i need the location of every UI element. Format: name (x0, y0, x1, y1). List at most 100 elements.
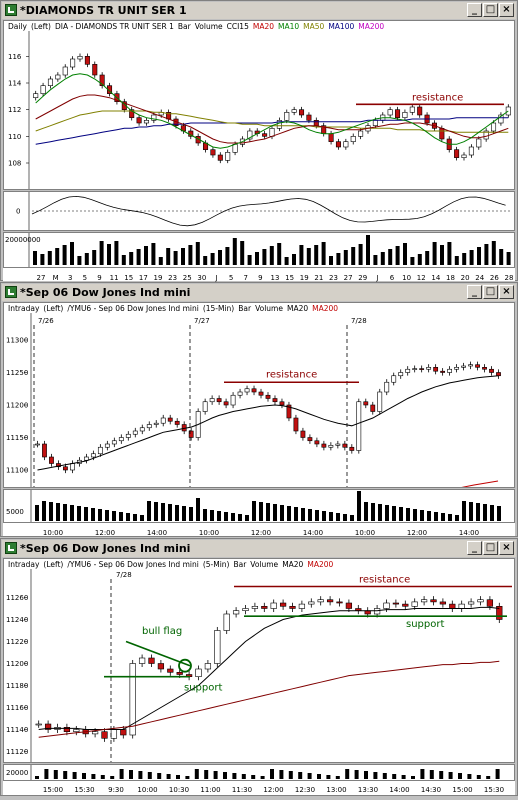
window-diamonds[interactable]: *DIAMONDS TR UNIT SER 1 _ □ × Daily (Left… (0, 0, 518, 282)
window-titlebar[interactable]: *DIAMONDS TR UNIT SER 1 _ □ × (2, 2, 516, 19)
header-cci: CCI15 (226, 22, 249, 31)
price-candle (232, 610, 240, 615)
volume-bar (166, 248, 171, 265)
window-titlebar[interactable]: *Sep 06 Dow Jones Ind mini _ □ × (2, 284, 516, 301)
price-candle (237, 391, 243, 396)
volume-bar (203, 509, 207, 521)
price-candle (138, 657, 146, 664)
price-candle (167, 668, 174, 673)
volume-bar (35, 505, 39, 521)
price-candle (251, 388, 257, 393)
window-titlebar[interactable]: *Sep 06 Dow Jones Ind mini _ □ × (2, 540, 516, 557)
price-candle (262, 133, 268, 137)
volume-bar (321, 242, 326, 265)
volume-bar (490, 505, 494, 521)
price-candle (405, 368, 411, 373)
x-tick-label: 11 (110, 274, 119, 282)
volume-bar (33, 251, 37, 265)
price-tick-label: 11140 (6, 726, 28, 734)
maximize-button[interactable]: □ (483, 285, 498, 299)
volume-bar (448, 772, 453, 779)
ma200-line (38, 660, 500, 738)
x-tick-label: 14:00 (303, 529, 323, 537)
price-candle (214, 630, 221, 664)
price-candle (146, 424, 152, 429)
maximize-button[interactable]: □ (483, 541, 498, 555)
price-candle (475, 364, 480, 368)
price-candle (223, 401, 229, 406)
close-button[interactable]: × (499, 541, 514, 555)
price-tick-label: 110 (8, 133, 21, 141)
price-tick-label: 11300 (6, 337, 28, 345)
volume-bar (429, 770, 434, 779)
price-candle (356, 401, 362, 451)
price-chart[interactable]: Intraday (Left)/YMU6 - Sep 06 Dow Jones I… (3, 558, 515, 763)
price-chart[interactable]: Intraday (Left)/YMU6 - Sep 06 Dow Jones I… (3, 302, 515, 488)
volume-bar (420, 769, 425, 779)
close-button[interactable]: × (499, 285, 514, 299)
volume-bar (49, 502, 53, 521)
x-tick-label: 19 (300, 274, 309, 282)
volume-bar (455, 515, 459, 521)
price-candle (97, 446, 103, 455)
minimize-button[interactable]: _ (467, 541, 482, 555)
price-candle (467, 601, 475, 605)
price-candle (476, 138, 482, 148)
header-volume: Volume (194, 22, 223, 31)
window-title: *Sep 06 Dow Jones Ind mini (20, 286, 191, 299)
close-button[interactable]: × (499, 3, 514, 17)
volume-bar (161, 503, 165, 521)
volume-bar (314, 245, 319, 265)
x-tick-label: 20 (461, 274, 470, 282)
volume-bar (223, 772, 227, 779)
volume-bar (317, 774, 321, 779)
price-candle (270, 602, 277, 609)
resistance-label: resistance (266, 369, 317, 380)
volume-bar (259, 502, 263, 521)
volume-bar (447, 242, 452, 265)
ma20-line (37, 375, 499, 471)
maximize-button[interactable]: □ (483, 3, 498, 17)
volume-bar (294, 507, 298, 521)
price-candle (63, 466, 68, 471)
price-candle (449, 603, 456, 609)
price-candle (477, 599, 484, 603)
minimize-button[interactable]: _ (467, 3, 482, 17)
resistance-label: resistance (359, 575, 410, 586)
volume-bar (373, 772, 378, 779)
price-candle (419, 368, 425, 370)
window-ym-15min[interactable]: *Sep 06 Dow Jones Ind mini _ □ × Intrada… (0, 282, 518, 537)
header-ma10: MA10 (278, 22, 300, 31)
volume-bar (506, 252, 511, 265)
price-candle (328, 445, 334, 448)
ma200-line (461, 480, 499, 487)
price-candle (336, 601, 343, 604)
price-candle (265, 394, 271, 399)
price-candle (395, 109, 401, 118)
minimize-button[interactable]: _ (467, 285, 482, 299)
volume-bar (497, 506, 501, 521)
price-candle (167, 417, 173, 422)
price-candle (430, 599, 437, 603)
volume-bar (491, 241, 496, 265)
price-candle (383, 602, 390, 609)
price-candle (491, 122, 497, 132)
breakout-circle (178, 658, 192, 673)
volume-bar (240, 241, 245, 265)
header-volume: Volume (250, 560, 279, 569)
volume-bar (195, 242, 200, 265)
volume-bar (315, 510, 319, 521)
window-ym-5min[interactable]: *Sep 06 Dow Jones Ind mini _ □ × Intrada… (0, 538, 518, 796)
x-tick-label: 15 (124, 274, 133, 282)
header-interval: Intraday (8, 560, 40, 569)
volume-bar (413, 509, 417, 521)
volume-tick-label: 5000 (6, 508, 24, 516)
price-candle (188, 430, 194, 438)
volume-bar (277, 243, 282, 265)
x-tick-label: 15 (285, 274, 294, 282)
volume-bar (432, 242, 437, 265)
ma20-line (38, 606, 500, 730)
price-candle (370, 404, 376, 412)
